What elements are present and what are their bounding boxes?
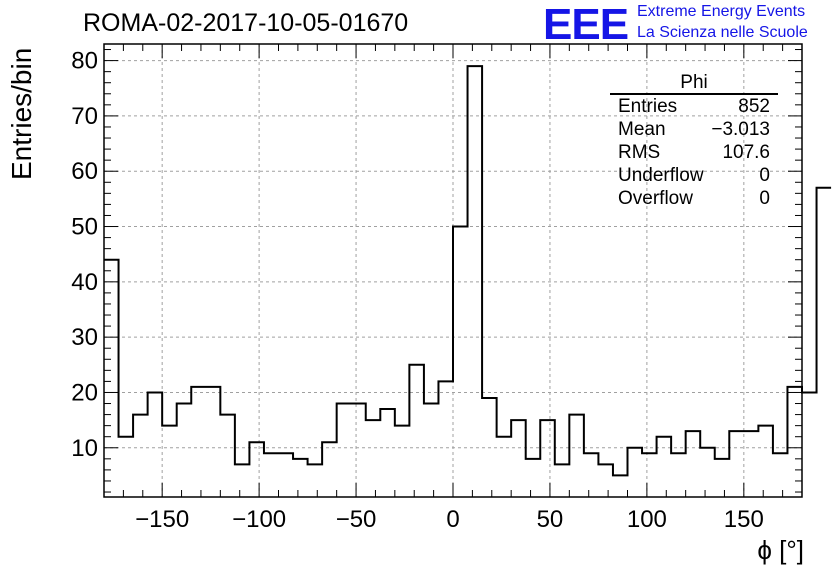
stats-row: Overflow 0: [610, 187, 778, 210]
stats-value: −3.013: [711, 119, 770, 140]
stats-title: Phi: [610, 72, 778, 95]
y-tick-label: 40: [71, 269, 98, 296]
histogram-bin: [119, 437, 134, 497]
histogram-bin: [540, 420, 555, 497]
stats-row: RMS 107.6: [610, 141, 778, 164]
histogram-bin: [468, 66, 483, 497]
histogram-bin: [802, 392, 817, 497]
histogram-bin: [715, 459, 730, 497]
y-tick-label: 30: [71, 324, 98, 351]
histogram-bin: [642, 453, 657, 497]
histogram-bin: [657, 437, 672, 497]
x-axis-label: ϕ [°]: [757, 535, 804, 565]
histogram-bin: [279, 453, 294, 497]
histogram-bin: [308, 464, 323, 497]
stats-value: 852: [738, 96, 770, 117]
stats-label: Mean: [618, 119, 666, 140]
histogram-bin: [322, 442, 337, 497]
eee-logo: EEE: [543, 0, 629, 49]
histogram-bin: [598, 464, 613, 497]
histogram-bin: [686, 431, 701, 497]
x-tick-label: 150: [724, 506, 764, 533]
x-tick-label: −100: [232, 506, 286, 533]
histogram-bin: [671, 453, 686, 497]
histogram-bin: [409, 365, 424, 497]
y-tick-label: 70: [71, 103, 98, 130]
y-tick-label: 50: [71, 214, 98, 241]
histogram-bin: [555, 464, 570, 497]
chart-title: ROMA-02-2017-10-05-01670: [83, 9, 409, 37]
histogram-bin: [628, 448, 643, 497]
stats-row: Entries 852: [610, 95, 778, 118]
stats-label: Entries: [618, 96, 678, 117]
y-tick-label: 20: [71, 379, 98, 406]
histogram-bin: [700, 448, 715, 497]
histogram-bin: [351, 404, 366, 497]
histogram-bin: [497, 437, 512, 497]
y-tick-label: 80: [71, 48, 98, 75]
x-tick-label: −50: [336, 506, 377, 533]
histogram-bin: [569, 415, 584, 497]
stats-row: Mean −3.013: [610, 118, 778, 141]
histogram-bin: [729, 431, 744, 497]
histogram-bin: [249, 442, 264, 497]
x-tick-label: 0: [446, 506, 459, 533]
histogram-bin: [191, 387, 206, 497]
histogram-bin: [817, 188, 832, 497]
stats-row: Underflow 0: [610, 164, 778, 187]
histogram-bin: [264, 453, 279, 497]
x-tick-label: −150: [135, 506, 189, 533]
stats-value: 0: [759, 165, 770, 186]
histogram-bin: [104, 260, 119, 497]
y-axis-label: Entries/bin: [6, 47, 37, 180]
histogram-bin: [162, 426, 177, 497]
stats-label: Underflow: [618, 165, 704, 186]
stats-value: 107.6: [722, 142, 770, 163]
stats-label: Overflow: [618, 188, 693, 209]
histogram-bin: [438, 381, 453, 497]
histogram-bin: [133, 415, 148, 497]
histogram-series-line: [104, 65, 832, 477]
histogram-bin: [206, 387, 221, 497]
histogram-bin: [773, 453, 788, 497]
histogram-bin: [584, 453, 599, 497]
x-tick-label: 50: [537, 506, 564, 533]
histogram-bin: [511, 420, 526, 497]
histogram-bin: [395, 426, 410, 497]
histogram-bin: [148, 392, 163, 497]
histogram-bin: [380, 409, 395, 497]
y-tick-label: 10: [71, 435, 98, 462]
logo-line-2: La Scienza nelle Scuole: [637, 24, 808, 41]
histogram-bin: [744, 431, 759, 497]
histogram-bin: [424, 404, 439, 497]
histogram-bin: [366, 420, 381, 497]
histogram-bin: [235, 464, 250, 497]
histogram-bin: [177, 404, 192, 497]
logo-line-1: Extreme Energy Events: [637, 3, 806, 20]
histogram-bin: [220, 415, 235, 497]
histogram-bin: [293, 459, 308, 497]
stats-value: 0: [759, 188, 770, 209]
histogram-bin: [613, 475, 628, 497]
histogram-bin: [453, 227, 468, 497]
y-tick-label: 60: [71, 158, 98, 185]
histogram-bin: [526, 459, 541, 497]
stats-label: RMS: [618, 142, 661, 163]
histogram-bin: [337, 404, 352, 497]
x-tick-label: 100: [627, 506, 667, 533]
histogram-bin: [758, 426, 773, 497]
stats-box: Phi Entries 852 Mean −3.013 RMS 107.6 Un…: [610, 72, 778, 210]
